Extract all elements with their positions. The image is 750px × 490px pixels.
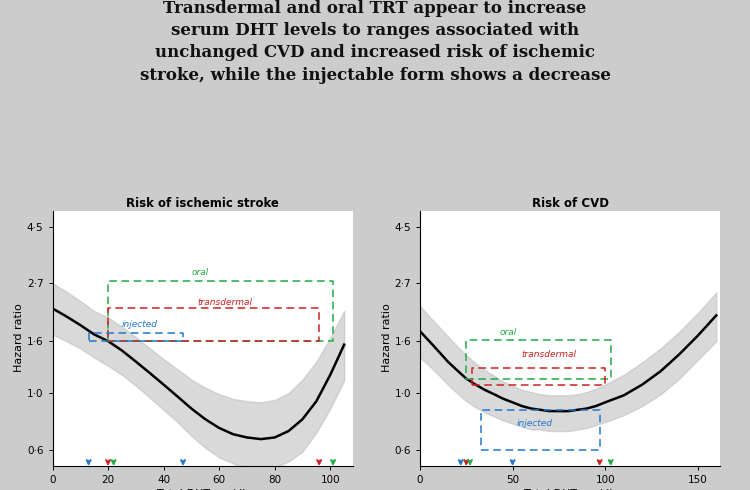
Text: oral: oral (500, 328, 517, 337)
Text: oral: oral (191, 269, 208, 277)
Y-axis label: Hazard ratio: Hazard ratio (382, 304, 392, 372)
Text: injected: injected (122, 320, 158, 329)
Title: Risk of CVD: Risk of CVD (532, 196, 608, 210)
Text: Transdermal and oral TRT appear to increase
serum DHT levels to ranges associate: Transdermal and oral TRT appear to incre… (140, 0, 610, 84)
Text: transdermal: transdermal (197, 298, 252, 307)
Text: injected: injected (516, 419, 552, 428)
X-axis label: Total DHT, ng/dL: Total DHT, ng/dL (157, 489, 248, 490)
Y-axis label: Hazard ratio: Hazard ratio (14, 304, 24, 372)
Text: transdermal: transdermal (522, 350, 577, 360)
Title: Risk of ischemic stroke: Risk of ischemic stroke (126, 196, 279, 210)
X-axis label: Total DHT, ng/dL: Total DHT, ng/dL (524, 489, 616, 490)
